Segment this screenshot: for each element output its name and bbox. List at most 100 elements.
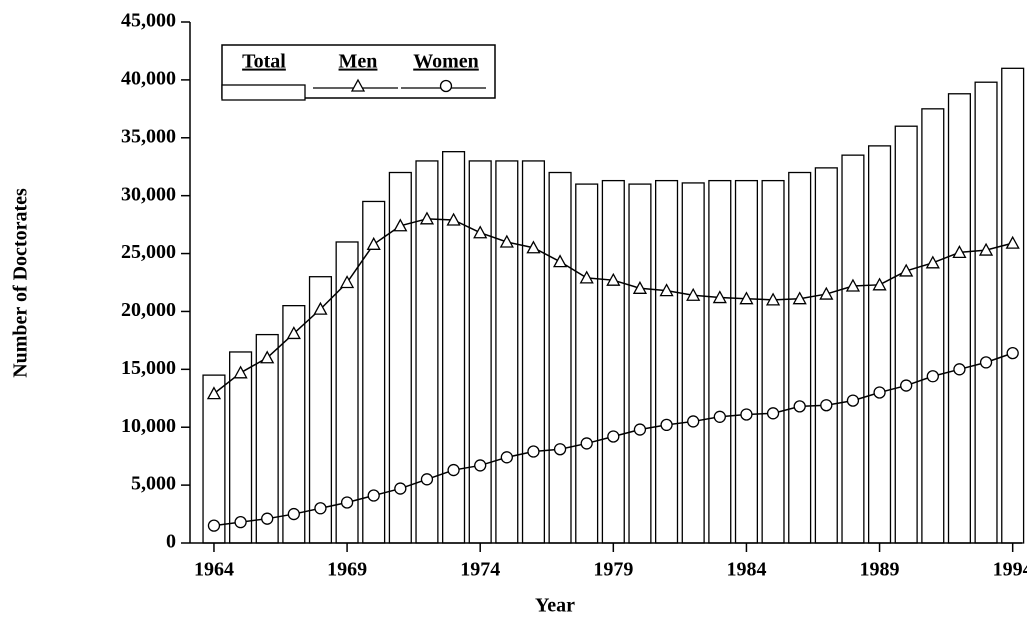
point — [580, 437, 593, 450]
point — [552, 254, 568, 268]
point — [899, 263, 914, 277]
point — [473, 225, 488, 239]
point — [607, 430, 620, 443]
point — [606, 272, 621, 286]
point — [819, 286, 834, 300]
bar — [229, 351, 253, 544]
point — [900, 379, 913, 392]
point — [287, 507, 300, 521]
bar — [548, 171, 572, 544]
y-tick-label: 45,000 — [121, 10, 176, 32]
point — [792, 291, 807, 305]
point — [499, 234, 514, 248]
x-tick-label: 1974 — [460, 559, 500, 581]
point — [526, 240, 541, 254]
point — [366, 236, 381, 250]
y-tick-label: 10,000 — [121, 415, 176, 437]
point — [313, 301, 328, 315]
point — [979, 356, 993, 369]
point — [419, 211, 435, 225]
bar — [521, 160, 546, 544]
point — [925, 255, 940, 269]
legend-label: Total — [242, 51, 286, 73]
point — [233, 365, 248, 379]
point — [873, 386, 886, 399]
y-tick-label: 40,000 — [121, 67, 176, 89]
y-tick-label: 0 — [166, 531, 176, 553]
bar — [788, 171, 812, 544]
point — [527, 445, 540, 458]
point — [739, 291, 754, 305]
y-tick-label: 25,000 — [121, 241, 176, 263]
point — [872, 277, 887, 291]
y-tick-label: 15,000 — [121, 357, 176, 379]
point — [793, 400, 806, 413]
point — [579, 270, 594, 284]
point — [206, 386, 222, 400]
point — [339, 275, 355, 289]
bar — [575, 183, 599, 544]
point — [686, 287, 701, 301]
point — [926, 370, 939, 383]
point — [446, 212, 461, 226]
point — [952, 245, 967, 259]
bar — [468, 160, 492, 544]
point — [261, 512, 274, 525]
point — [846, 394, 860, 407]
y-tick-label: 30,000 — [121, 183, 176, 205]
x-tick-label: 1979 — [593, 559, 633, 581]
bar — [202, 374, 226, 544]
bar — [921, 108, 945, 544]
bar — [974, 81, 998, 544]
point — [234, 516, 247, 529]
point — [207, 519, 221, 532]
bar — [628, 183, 652, 544]
bar — [947, 93, 971, 544]
y-tick-label: 5,000 — [131, 473, 176, 495]
bar — [761, 179, 785, 544]
bar — [867, 145, 892, 544]
bar — [681, 182, 705, 544]
point — [659, 283, 674, 297]
bar — [495, 160, 519, 544]
point — [978, 242, 994, 256]
bar — [601, 179, 625, 544]
bar — [734, 179, 759, 544]
point — [766, 407, 780, 420]
point — [553, 443, 567, 456]
x-tick-label: 1964 — [194, 559, 234, 581]
y-tick-label: 20,000 — [121, 299, 176, 321]
legend-swatch — [221, 84, 306, 101]
x-axis-label: Year — [535, 595, 575, 617]
point — [765, 292, 781, 306]
legend-label: Women — [413, 51, 479, 73]
bar — [255, 333, 279, 544]
point — [367, 489, 380, 502]
bar — [841, 154, 865, 544]
point — [953, 363, 966, 376]
bar — [894, 125, 918, 544]
point — [1006, 346, 1019, 360]
point — [286, 326, 301, 340]
point — [820, 399, 833, 412]
point — [687, 415, 700, 428]
point — [713, 410, 726, 423]
point — [740, 408, 753, 421]
point — [314, 502, 327, 515]
y-axis-label: Number of Doctorates — [10, 188, 32, 378]
x-tick-label: 1969 — [327, 559, 367, 581]
point — [660, 418, 673, 432]
legend-marker — [439, 79, 453, 93]
point — [420, 473, 434, 486]
point — [500, 451, 513, 464]
point — [633, 423, 647, 436]
x-tick-label: 1994 — [993, 559, 1027, 581]
legend-label: Men — [339, 51, 378, 73]
bar — [814, 167, 838, 544]
point — [260, 350, 275, 364]
x-tick-label: 1989 — [860, 559, 900, 581]
point — [340, 496, 354, 509]
point — [632, 280, 648, 294]
point — [845, 278, 861, 292]
bar — [442, 151, 466, 544]
